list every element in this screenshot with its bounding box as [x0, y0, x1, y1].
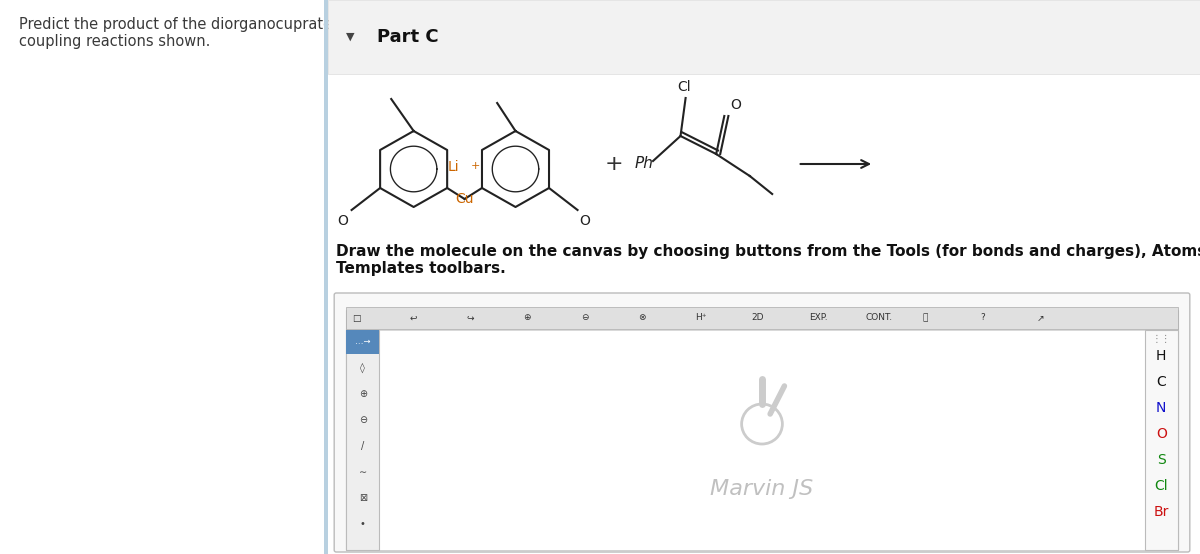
Text: …→: …→ — [355, 337, 371, 346]
Text: +: + — [470, 161, 480, 171]
Bar — [347, 307, 1177, 329]
Text: O: O — [337, 214, 348, 228]
Text: ⊖: ⊖ — [359, 415, 367, 425]
Bar — [1145, 330, 1177, 550]
Text: ⓘ: ⓘ — [923, 314, 929, 322]
Text: ⊗: ⊗ — [637, 314, 646, 322]
Bar — [347, 330, 379, 550]
Text: O: O — [1156, 427, 1166, 441]
Text: Cu: Cu — [455, 192, 474, 206]
Text: ⊖: ⊖ — [581, 314, 588, 322]
Text: /: / — [361, 441, 365, 451]
Text: EXP.: EXP. — [809, 314, 828, 322]
Text: Draw the molecule on the canvas by choosing buttons from the Tools (for bonds an: Draw the molecule on the canvas by choos… — [336, 244, 1200, 276]
Text: Cl: Cl — [1154, 479, 1168, 493]
Text: +: + — [605, 154, 624, 174]
Text: Part C: Part C — [377, 28, 438, 46]
Bar — [379, 330, 1145, 550]
Text: N: N — [1156, 401, 1166, 415]
Bar — [328, 0, 1200, 74]
Text: H⁺: H⁺ — [695, 314, 707, 322]
Text: ↩: ↩ — [409, 314, 418, 322]
Bar — [347, 330, 379, 354]
Text: ↗: ↗ — [1037, 314, 1044, 322]
Text: ⋮⋮: ⋮⋮ — [1152, 334, 1171, 344]
Text: H: H — [1156, 349, 1166, 363]
Text: ∼: ∼ — [359, 467, 367, 477]
Text: ⊕: ⊕ — [523, 314, 532, 322]
Text: Cl: Cl — [677, 80, 690, 94]
Text: O: O — [580, 214, 590, 228]
Text: C: C — [1157, 375, 1166, 389]
Text: O: O — [731, 98, 742, 112]
Text: S: S — [1157, 453, 1165, 467]
Text: Li: Li — [448, 160, 460, 174]
Text: Predict the product of the diorganocuprate cross-
coupling reactions shown.: Predict the product of the diorganocupra… — [19, 17, 380, 49]
Text: ◊: ◊ — [360, 363, 365, 373]
Text: CONT.: CONT. — [866, 314, 893, 322]
Text: Marvin JS: Marvin JS — [710, 479, 814, 499]
Text: ⊕: ⊕ — [359, 389, 367, 399]
Text: ▼: ▼ — [347, 32, 355, 42]
Text: ⊠: ⊠ — [359, 493, 367, 503]
Text: •: • — [360, 519, 366, 529]
FancyBboxPatch shape — [334, 293, 1190, 552]
Text: ?: ? — [980, 314, 985, 322]
Text: Br: Br — [1153, 505, 1169, 519]
Text: 2D: 2D — [752, 314, 764, 322]
Text: Ph: Ph — [635, 156, 654, 172]
Bar — [324, 0, 328, 554]
Text: □: □ — [353, 314, 361, 322]
Text: ↪: ↪ — [467, 314, 474, 322]
Bar — [347, 310, 1177, 550]
